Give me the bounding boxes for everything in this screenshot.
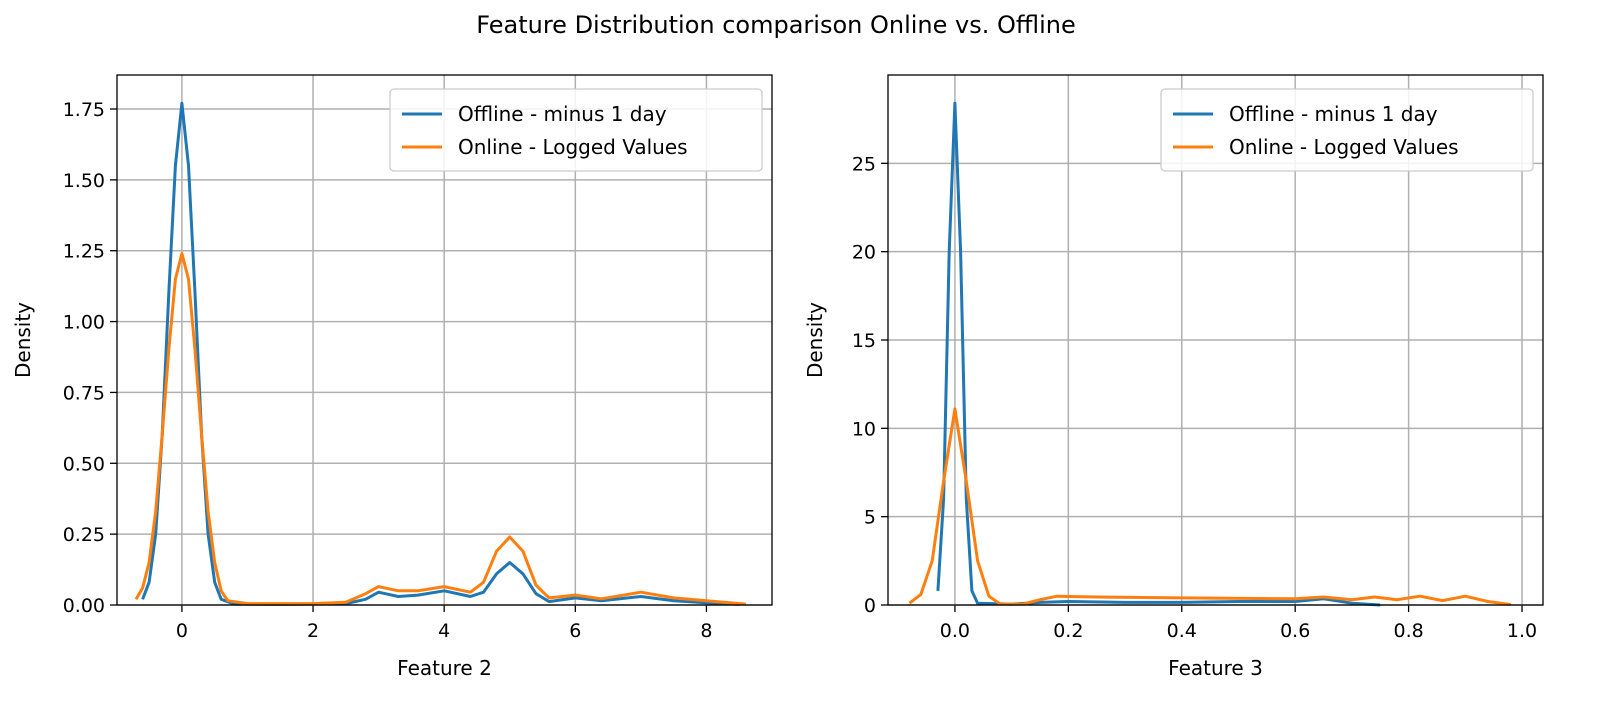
y-tick-label: 20 bbox=[852, 242, 876, 264]
y-axis-label: Density bbox=[11, 302, 35, 378]
x-tick-label: 8 bbox=[700, 620, 712, 642]
x-tick-label: 6 bbox=[569, 620, 581, 642]
y-axis-label: Density bbox=[803, 302, 827, 378]
axes-frame bbox=[887, 74, 1544, 606]
y-tick-label: 0.00 bbox=[63, 595, 105, 617]
right-subplot-feature-3: 0.0 0.2 0.4 0.6 0.8 1.0 0 5 10 15 20 25 Feature 3 Den… bbox=[803, 74, 1544, 680]
x-tick-label: 0.6 bbox=[1280, 620, 1310, 642]
legend-box bbox=[1160, 88, 1534, 172]
legend-box bbox=[389, 88, 763, 172]
y-tick-label: 1.25 bbox=[63, 241, 105, 263]
series-line-online bbox=[134, 252, 746, 606]
y-tick-label: 0.50 bbox=[63, 453, 105, 475]
x-tick-label: 0.0 bbox=[940, 620, 970, 642]
y-tick-label: 0 bbox=[864, 595, 876, 617]
y-tick-label: 1.75 bbox=[63, 99, 105, 121]
x-tick-label: 2 bbox=[307, 620, 319, 642]
legend: Offline - minus 1 day Online - Logged Val… bbox=[389, 88, 763, 172]
left-subplot-feature-2: 0 2 4 6 8 0.00 0.25 0.50 0.75 1.00 1.25 1.50 1.75 Fea… bbox=[11, 74, 773, 680]
series-line-online bbox=[908, 407, 1511, 607]
series-line-offline bbox=[141, 101, 740, 606]
legend-label: Offline - minus 1 day bbox=[458, 102, 667, 126]
x-tick-label: 0.8 bbox=[1393, 620, 1423, 642]
y-tick-label: 1.00 bbox=[63, 312, 105, 334]
y-tick-label: 1.50 bbox=[63, 170, 105, 192]
series-line-offline bbox=[936, 101, 1381, 607]
y-tick-label: 5 bbox=[864, 507, 876, 529]
y-tick-label: 25 bbox=[852, 153, 876, 175]
y-tick-label: 0.75 bbox=[63, 382, 105, 404]
y-tick-label: 0.25 bbox=[63, 524, 105, 546]
axes-frame bbox=[116, 74, 773, 606]
legend-label: Online - Logged Values bbox=[1229, 135, 1459, 159]
legend-label: Online - Logged Values bbox=[458, 135, 688, 159]
x-tick-label: 0.4 bbox=[1167, 620, 1197, 642]
x-tick-label: 0 bbox=[176, 620, 188, 642]
figure-title: Feature Distribution comparison Online v… bbox=[476, 11, 1075, 39]
legend: Offline - minus 1 day Online - Logged Val… bbox=[1160, 88, 1534, 172]
x-tick-label: 1.0 bbox=[1507, 620, 1537, 642]
x-axis-label: Feature 3 bbox=[1168, 656, 1263, 680]
x-tick-label: 4 bbox=[438, 620, 450, 642]
x-tick-label: 0.2 bbox=[1053, 620, 1083, 642]
y-tick-label: 15 bbox=[852, 330, 876, 352]
legend-label: Offline - minus 1 day bbox=[1229, 102, 1438, 126]
y-tick-label: 10 bbox=[852, 418, 876, 440]
x-axis-label: Feature 2 bbox=[397, 656, 492, 680]
